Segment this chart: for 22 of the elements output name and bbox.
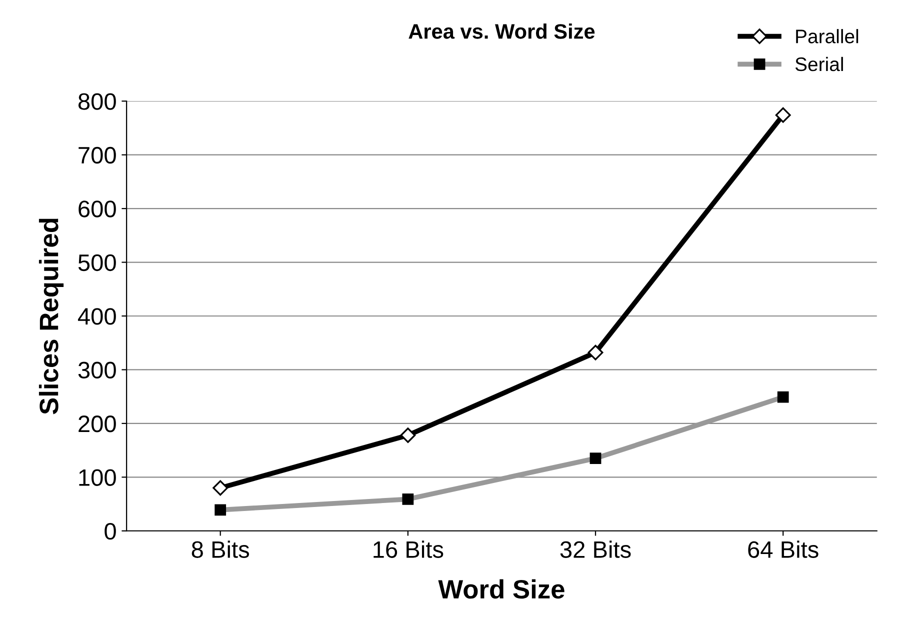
chart-title: Area vs. Word Size (408, 24, 595, 39)
x-tick-label: 8 Bits (192, 540, 250, 558)
legend-label: Parallel (796, 29, 858, 44)
legend-label: Serial (795, 56, 843, 72)
y-tick-label: 800 (78, 93, 116, 110)
x-tick-label: 16 Bits (374, 540, 444, 558)
x-tick-label: 64 Bits (748, 540, 818, 558)
point (212, 480, 228, 496)
y-tick-label: 500 (78, 254, 116, 272)
y-axis-title: Slices Required (38, 218, 64, 414)
y-tick-label: 300 (78, 362, 116, 379)
y-tick-label: 200 (78, 416, 116, 432)
point (400, 428, 416, 443)
y-tick-label: 600 (78, 200, 116, 218)
point (588, 344, 604, 360)
y-tick-label: 400 (78, 308, 116, 325)
y-tick-label: 700 (78, 146, 116, 164)
x-tick-label: 32 Bits (560, 540, 631, 558)
y-tick-label: 100 (79, 469, 116, 486)
point (775, 107, 791, 123)
y-tick-label: 0 (104, 522, 116, 540)
x-axis-title: Word Size (438, 579, 564, 599)
